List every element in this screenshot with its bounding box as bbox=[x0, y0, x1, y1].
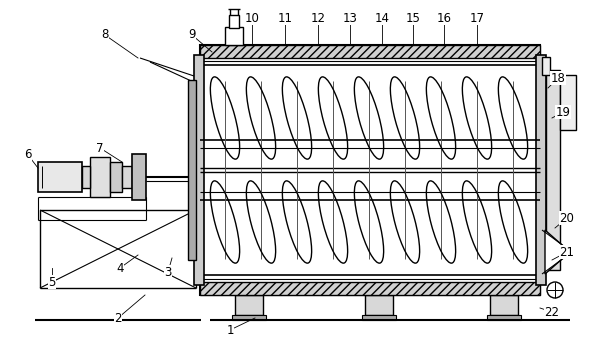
Text: 14: 14 bbox=[374, 11, 390, 25]
Text: 1: 1 bbox=[226, 324, 234, 337]
Text: 10: 10 bbox=[244, 11, 260, 25]
Bar bbox=[235, 295, 263, 315]
Text: 5: 5 bbox=[48, 275, 56, 289]
Bar bbox=[362, 315, 396, 320]
Bar bbox=[122, 166, 132, 188]
Text: 4: 4 bbox=[116, 262, 124, 274]
Text: 11: 11 bbox=[278, 11, 292, 25]
Bar bbox=[487, 315, 521, 320]
Bar bbox=[82, 166, 90, 188]
Text: 6: 6 bbox=[24, 148, 31, 162]
Text: 13: 13 bbox=[342, 11, 358, 25]
Text: 19: 19 bbox=[555, 106, 571, 118]
Bar bbox=[365, 295, 393, 315]
Bar bbox=[200, 45, 540, 58]
Bar bbox=[229, 15, 239, 28]
Text: 17: 17 bbox=[469, 11, 485, 25]
Bar bbox=[90, 157, 110, 197]
Bar bbox=[200, 45, 540, 295]
Text: 21: 21 bbox=[560, 246, 575, 258]
Bar bbox=[132, 154, 146, 200]
Bar bbox=[110, 162, 122, 192]
Bar bbox=[490, 295, 518, 315]
Bar bbox=[542, 57, 550, 75]
Circle shape bbox=[547, 282, 563, 298]
Text: 12: 12 bbox=[310, 11, 325, 25]
Bar bbox=[560, 75, 576, 130]
Text: 2: 2 bbox=[114, 311, 122, 325]
Text: 22: 22 bbox=[544, 306, 560, 319]
Text: 8: 8 bbox=[101, 28, 109, 42]
Text: 18: 18 bbox=[551, 72, 566, 84]
Bar bbox=[194, 55, 204, 285]
Text: 7: 7 bbox=[96, 142, 103, 155]
Text: 3: 3 bbox=[165, 265, 172, 279]
Bar bbox=[536, 55, 546, 285]
Text: 15: 15 bbox=[405, 11, 420, 25]
Text: 16: 16 bbox=[436, 11, 451, 25]
Text: 9: 9 bbox=[188, 28, 196, 42]
Bar bbox=[232, 315, 266, 320]
Bar bbox=[200, 282, 540, 295]
Text: 20: 20 bbox=[560, 211, 574, 225]
Bar bbox=[188, 80, 196, 260]
Bar bbox=[225, 27, 243, 45]
Bar bbox=[546, 70, 560, 270]
Polygon shape bbox=[545, 230, 570, 274]
Bar bbox=[38, 162, 82, 192]
